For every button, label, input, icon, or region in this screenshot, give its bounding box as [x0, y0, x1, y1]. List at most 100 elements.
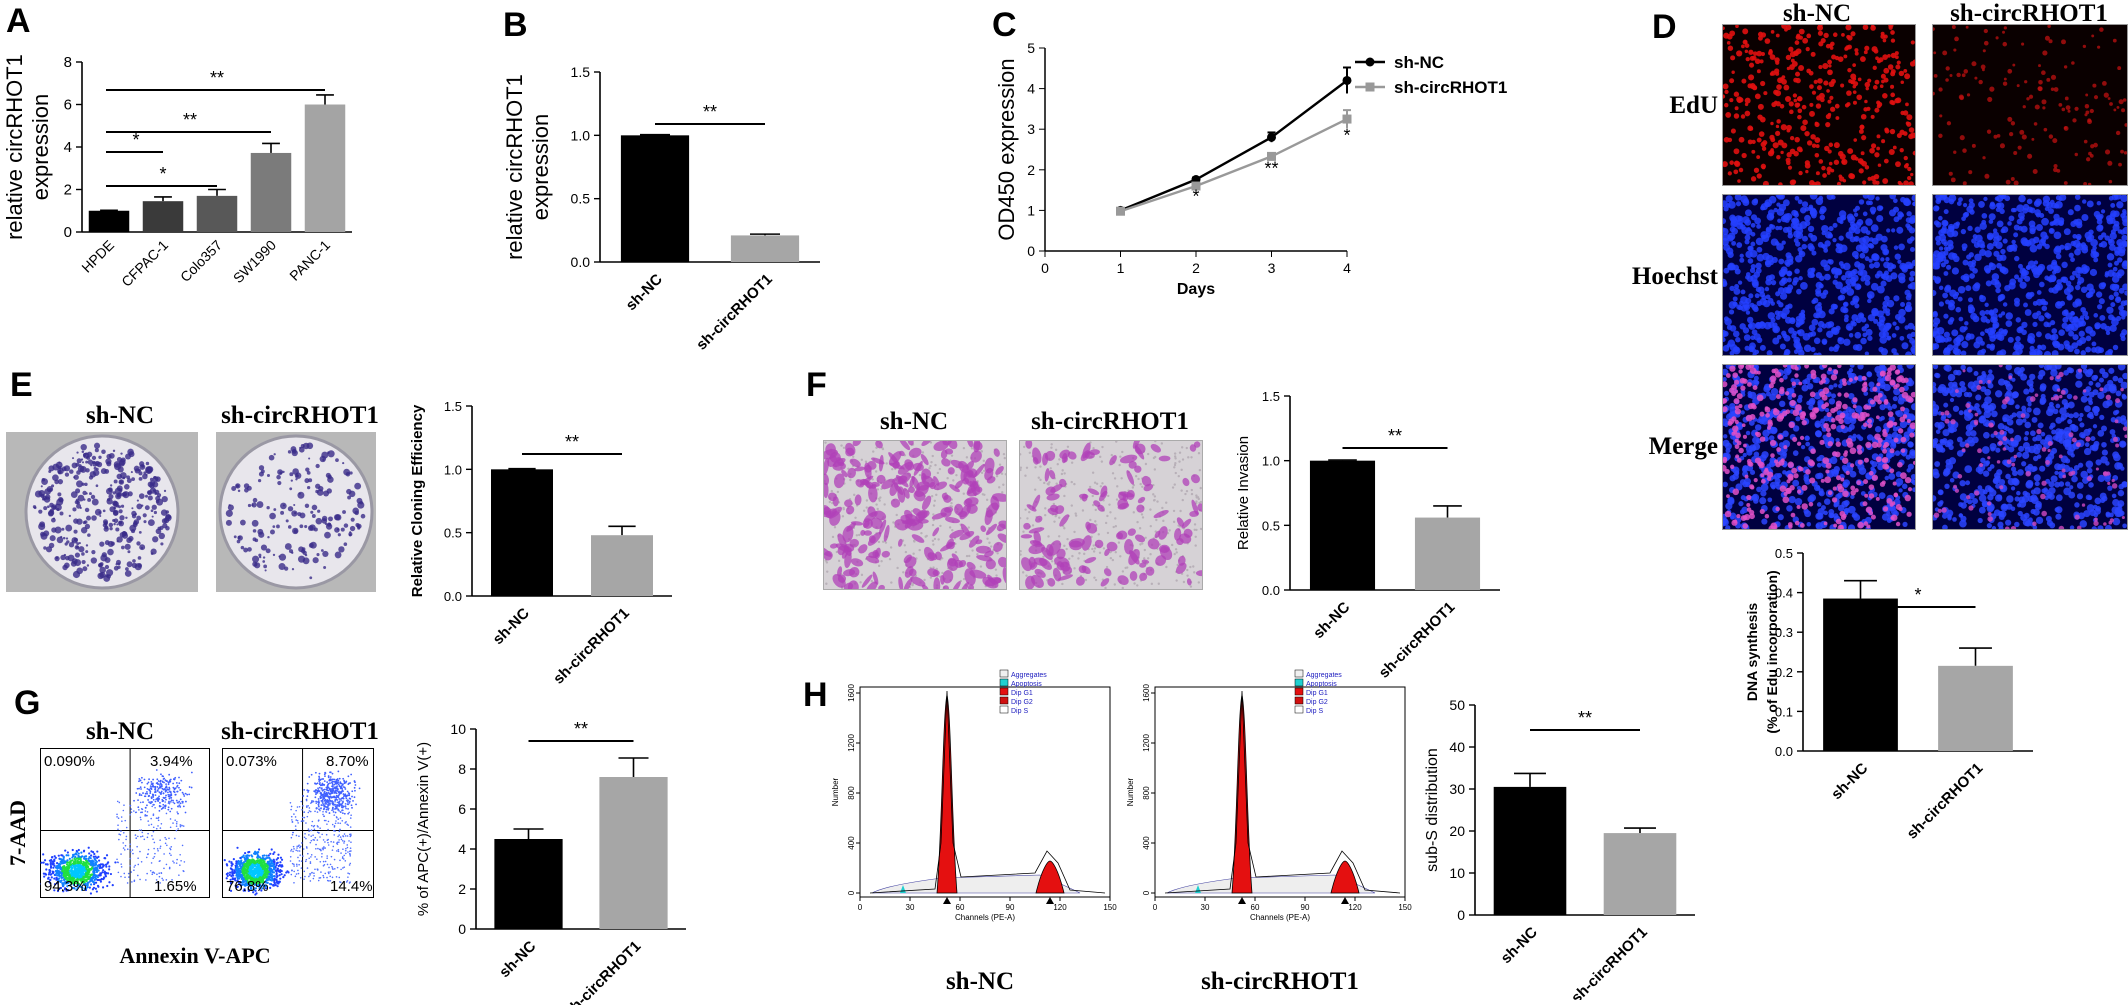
cell [1776, 34, 1780, 38]
pore [971, 447, 973, 449]
cell [2079, 331, 2085, 337]
pore [831, 490, 833, 492]
cell [1997, 460, 2001, 464]
colony [107, 549, 114, 556]
pore [963, 493, 965, 495]
cell [1970, 313, 1977, 320]
cell [1903, 414, 1907, 418]
cell [2018, 511, 2023, 516]
cell [1821, 166, 1826, 171]
colony [327, 522, 331, 526]
cell [2054, 232, 2062, 240]
cell [1806, 47, 1810, 51]
cell [1955, 389, 1959, 393]
cell [2039, 282, 2045, 288]
y-axis-label: sub-S distribution [1424, 748, 1441, 872]
colony [293, 504, 295, 506]
cell [1729, 388, 1734, 393]
legend-label: sh-circRHOT1 [1394, 78, 1507, 97]
colony [312, 514, 316, 518]
cell [1825, 231, 1832, 238]
cell [1961, 229, 1966, 234]
cell [1886, 323, 1892, 329]
cell [1872, 46, 1878, 52]
cell [1745, 103, 1748, 106]
cell [2045, 207, 2049, 211]
cell [2004, 396, 2009, 401]
pore [986, 538, 988, 540]
cell [1979, 295, 1983, 299]
cell [2093, 252, 2099, 258]
cell [2018, 446, 2024, 452]
cell [2037, 290, 2042, 295]
cell [2050, 369, 2057, 376]
cell [1978, 80, 1982, 84]
colony [86, 544, 88, 546]
cell [1804, 131, 1809, 136]
cell [1895, 161, 1901, 167]
cell [1738, 280, 1742, 284]
cell [2058, 197, 2062, 201]
cell [1735, 433, 1741, 439]
cell [1932, 469, 1939, 476]
cell [2008, 375, 2012, 379]
cell [1989, 213, 1996, 220]
cell [1957, 201, 1962, 206]
cell [1838, 486, 1844, 492]
cell [2097, 201, 2101, 205]
cell [1819, 283, 1824, 288]
cell [1967, 226, 1972, 231]
significance-mark: ** [574, 719, 588, 739]
colony [74, 538, 78, 542]
pore [882, 541, 884, 543]
cell [1962, 369, 1965, 372]
cell [2058, 220, 2064, 226]
cell [1846, 102, 1850, 106]
colony [309, 576, 312, 579]
pore [980, 565, 982, 567]
cell [1890, 448, 1895, 453]
cell [1815, 153, 1820, 158]
cell [2040, 238, 2046, 244]
cell [1745, 209, 1752, 216]
cell [1794, 373, 1798, 377]
cell [1805, 170, 1808, 173]
cell [2080, 350, 2086, 356]
panel-label-b: B [503, 6, 528, 45]
cell [1818, 65, 1822, 69]
cell [1948, 374, 1955, 381]
colony [69, 469, 73, 473]
y-tick-label: 40 [1449, 739, 1465, 755]
colony [292, 568, 294, 570]
pore [896, 514, 898, 516]
cell [1735, 106, 1739, 110]
cell [1783, 368, 1791, 376]
cell [1735, 444, 1740, 449]
cell [1938, 489, 1944, 495]
colony [321, 549, 324, 552]
cell [1875, 426, 1881, 432]
cell [1932, 276, 1936, 280]
cell [1738, 448, 1743, 453]
cell [1863, 107, 1867, 111]
colony [98, 456, 101, 459]
cell [1863, 212, 1868, 217]
cell [1851, 154, 1857, 160]
colony [51, 518, 56, 523]
cell [1878, 163, 1881, 166]
cell [1894, 438, 1899, 443]
cell [2024, 276, 2030, 282]
cell [1894, 245, 1898, 249]
cell [1827, 412, 1832, 417]
cell [2021, 461, 2026, 466]
cell [1976, 385, 1981, 390]
cell [1890, 85, 1894, 89]
cell [2018, 212, 2025, 219]
cell [1832, 497, 1837, 502]
cell [1781, 142, 1787, 148]
pore [999, 464, 1001, 466]
cell [2123, 243, 2127, 247]
cell [1954, 37, 1959, 42]
cell [1770, 122, 1773, 125]
